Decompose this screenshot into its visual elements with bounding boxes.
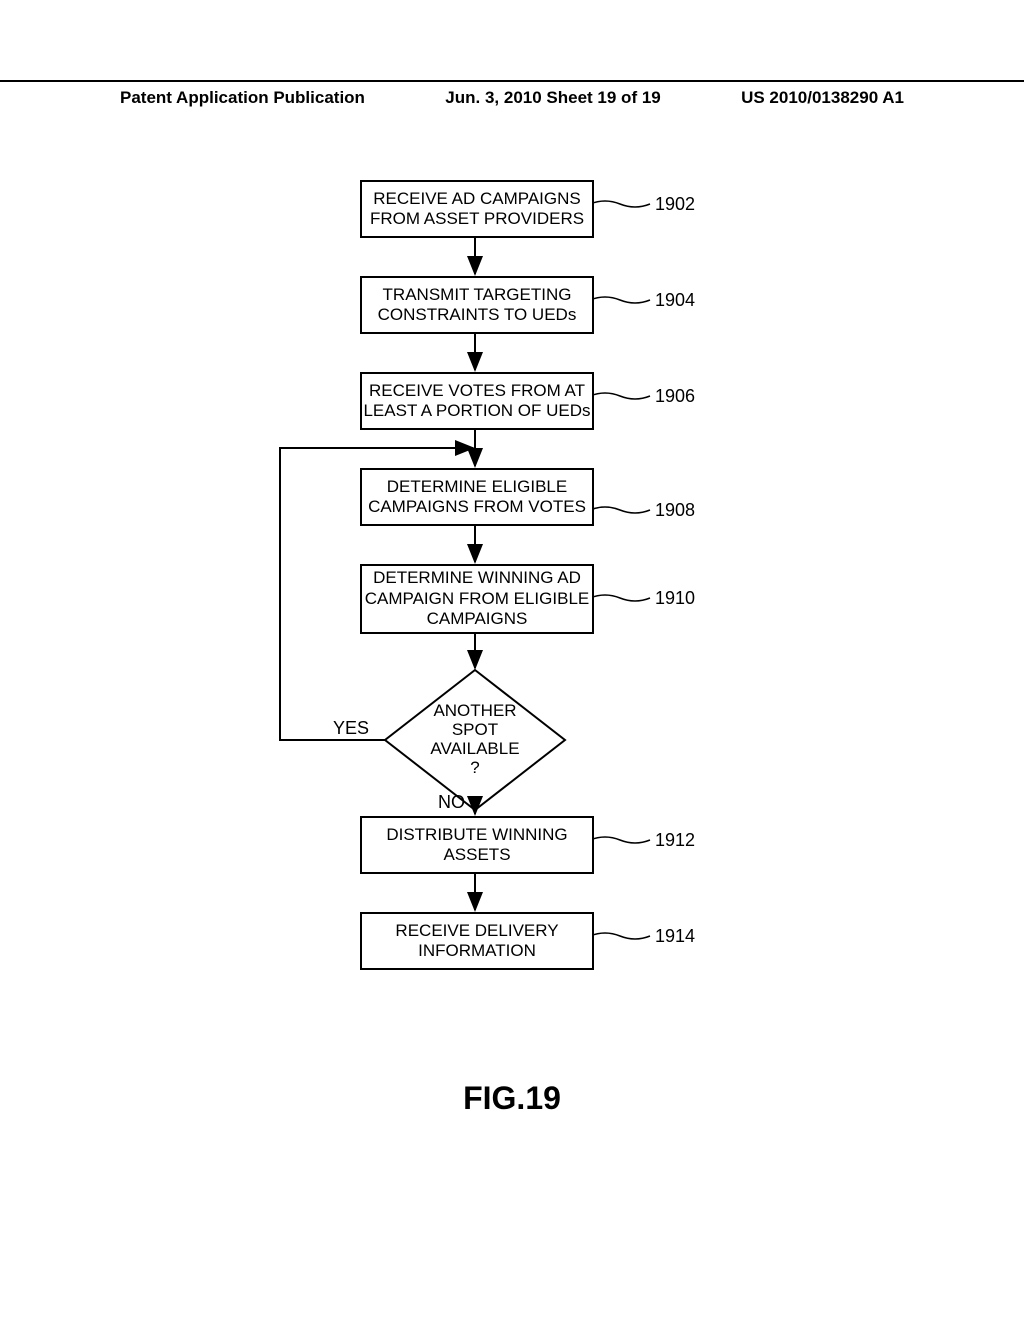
ref-1902: 1902 [655, 194, 695, 215]
decision-no-label: NO [438, 792, 465, 813]
page-header: Patent Application Publication Jun. 3, 2… [0, 80, 1024, 108]
svg-text:?: ? [470, 758, 479, 777]
ref-1912: 1912 [655, 830, 695, 851]
header-left: Patent Application Publication [120, 88, 365, 108]
node-determine-eligible: DETERMINE ELIGIBLE CAMPAIGNS FROM VOTES [360, 468, 594, 526]
node-receive-campaigns: RECEIVE AD CAMPAIGNS FROM ASSET PROVIDER… [360, 180, 594, 238]
ref-1904: 1904 [655, 290, 695, 311]
ref-1910: 1910 [655, 588, 695, 609]
header-right: US 2010/0138290 A1 [741, 88, 904, 108]
ref-1908: 1908 [655, 500, 695, 521]
node-transmit-targeting: TRANSMIT TARGETING CONSTRAINTS TO UEDs [360, 276, 594, 334]
node-receive-votes: RECEIVE VOTES FROM AT LEAST A PORTION OF… [360, 372, 594, 430]
decision-yes-label: YES [333, 718, 369, 739]
node-determine-winning: DETERMINE WINNING AD CAMPAIGN FROM ELIGI… [360, 564, 594, 634]
ref-1906: 1906 [655, 386, 695, 407]
svg-text:AVAILABLE: AVAILABLE [430, 739, 519, 758]
node-receive-delivery: RECEIVE DELIVERY INFORMATION [360, 912, 594, 970]
figure-caption: FIG.19 [463, 1080, 561, 1117]
svg-text:ANOTHER: ANOTHER [433, 701, 516, 720]
ref-1914: 1914 [655, 926, 695, 947]
svg-text:SPOT: SPOT [452, 720, 498, 739]
header-center: Jun. 3, 2010 Sheet 19 of 19 [445, 88, 660, 108]
node-distribute-winning: DISTRIBUTE WINNING ASSETS [360, 816, 594, 874]
